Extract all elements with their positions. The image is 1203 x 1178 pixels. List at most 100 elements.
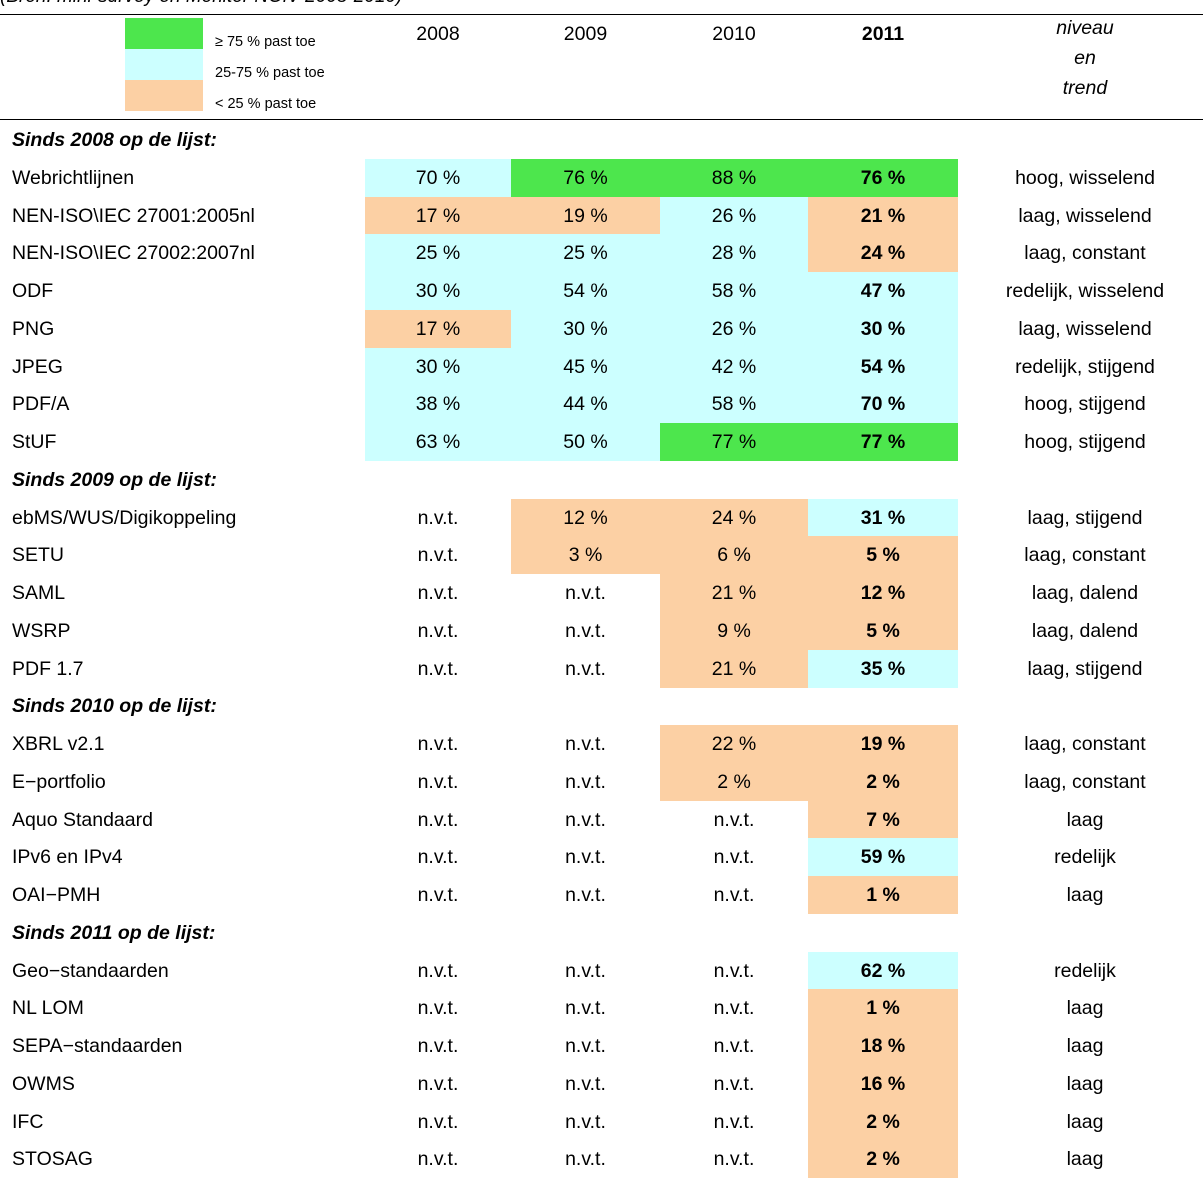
trend: redelijk, stijgend [1015,355,1155,378]
row-name: JPEG [12,355,63,378]
cell: n.v.t. [417,544,459,567]
cell: n.v.t. [417,733,459,755]
cell: 77 % [660,423,808,461]
trend: laag [1066,808,1104,831]
section-title: Sinds 2008 op de lijst: [12,129,217,151]
cell: 50 % [511,423,660,461]
cell: 6 % [660,536,808,575]
cell: n.v.t. [713,1110,755,1133]
cell: n.v.t. [713,884,755,906]
cell: 70 % [808,385,958,424]
row-name: OAI−PMH [12,884,101,906]
cell: n.v.t. [417,1035,459,1057]
cell: 54 % [808,347,958,386]
section-title: Sinds 2011 op de lijst: [12,921,216,944]
trend: hoog, stijgend [1024,431,1146,453]
cell: n.v.t. [417,770,459,793]
cell: 16 % [808,1064,958,1103]
cell: 47 % [808,272,958,310]
cell: 76 % [808,158,958,197]
cell: 30 % [365,272,511,310]
trend: laag, wisselend [1018,317,1152,340]
cell: 17 % [365,309,511,348]
cell: 30 % [808,309,958,348]
section-title: Sinds 2009 op de lijst: [12,468,217,491]
cell: n.v.t. [417,1148,459,1171]
cell: 12 % [808,574,958,612]
row-name: OWMS [12,1072,75,1095]
cell: 19 % [511,196,660,235]
trend: laag, constant [1024,242,1146,265]
cell: 24 % [808,234,958,273]
cell: n.v.t. [417,808,459,831]
cell: 25 % [365,234,511,273]
cell: n.v.t. [417,1110,459,1133]
trend: laag [1066,997,1104,1020]
cell: 2 % [808,1140,958,1178]
cell: n.v.t. [565,657,606,680]
trend: laag, stijgend [1027,657,1143,680]
cell: n.v.t. [565,733,606,755]
cell: n.v.t. [565,1110,606,1133]
cell: n.v.t. [417,619,459,642]
cell: n.v.t. [417,846,459,869]
cell: 5 % [808,611,958,650]
trend: laag, constant [1024,770,1146,793]
cell: 45 % [511,347,660,386]
year-header: 2010 [712,23,756,45]
cell: 18 % [808,1027,958,1065]
cell: 28 % [660,234,808,273]
trend: hoog, stijgend [1024,393,1146,416]
cell: 17 % [365,196,511,235]
cell: 77 % [808,423,958,461]
trend: redelijk [1054,846,1116,869]
cell: n.v.t. [417,959,459,982]
cell: 54 % [511,272,660,310]
cell: 44 % [511,385,660,424]
row-name: SEPA−standaarden [12,1035,183,1057]
trend: laag, dalend [1031,619,1139,642]
row-name: Geo−standaarden [12,959,169,982]
year-header: 2009 [563,23,608,45]
rule [0,119,1203,120]
cell: n.v.t. [713,1148,755,1171]
row-name: STOSAG [12,1148,93,1171]
cell: n.v.t. [713,1035,755,1057]
cell: n.v.t. [713,959,755,982]
row-name: NEN-ISO\IEC 27002:2007nl [12,242,255,265]
trend: laag, dalend [1031,582,1139,604]
legend-label: 25-75 % past toe [215,65,325,81]
year-header: 2011 [861,23,905,45]
trend: laag, wisselend [1018,204,1152,227]
cell: n.v.t. [565,959,606,982]
row-name: SAML [12,582,66,604]
cell: n.v.t. [713,997,755,1020]
cell: n.v.t. [565,884,606,906]
section-title: Sinds 2010 op de lijst: [12,695,217,718]
row-name: IPv6 en IPv4 [12,846,123,869]
cell: 21 % [660,649,808,688]
legend-label: ≥ 75 % past toe [215,34,316,50]
row-name: IFC [12,1110,44,1133]
cell: n.v.t. [417,997,459,1020]
cell: 21 % [660,574,808,612]
trend: laag [1066,1035,1104,1057]
cell: 35 % [808,649,958,688]
cell: n.v.t. [565,1035,606,1057]
cell: n.v.t. [713,808,755,831]
cell: 26 % [660,196,808,235]
rule [0,14,1203,15]
cell: 1 % [808,876,958,914]
cell: n.v.t. [565,846,606,869]
cell: 76 % [511,158,660,197]
cell: 2 % [808,1102,958,1141]
trend-header: niveau [1056,17,1114,39]
row-name: PDF/A [12,393,70,416]
cell: 5 % [808,536,958,575]
cell: 21 % [808,196,958,235]
cell: n.v.t. [565,582,606,604]
cell: 2 % [660,762,808,801]
cell: 25 % [511,234,660,273]
trend: laag, constant [1024,544,1146,567]
cell: 62 % [808,951,958,990]
